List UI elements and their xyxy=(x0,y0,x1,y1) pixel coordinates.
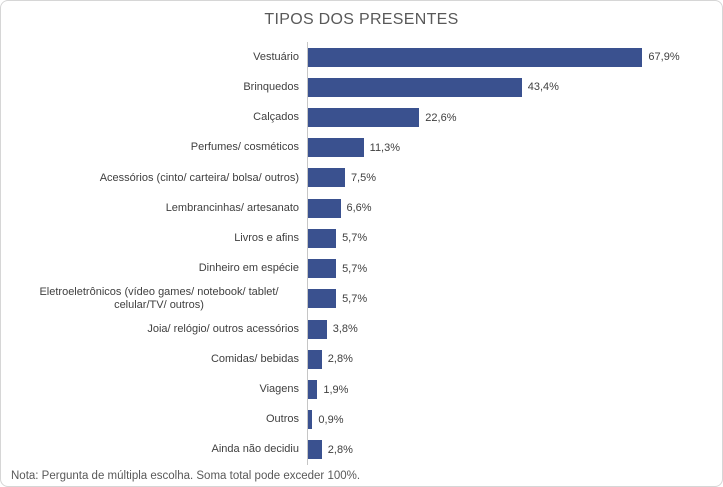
category-label-cell: Vestuário xyxy=(19,51,307,64)
value-label: 2,8% xyxy=(327,353,353,366)
bar xyxy=(308,77,522,97)
chart-row: Brinquedos 43,4% xyxy=(19,72,702,103)
category-label-cell: Eletroeletrônicos (vídeo games/ notebook… xyxy=(19,286,307,312)
bar xyxy=(308,440,322,460)
category-label: Outros xyxy=(265,413,299,426)
category-label: Comidas/ bebidas xyxy=(210,352,299,365)
plot-area: Vestuário 67,9% Brinquedos 43,4% Calçado… xyxy=(19,42,702,466)
chart-row: Vestuário 67,9% xyxy=(19,42,702,73)
bar-zone: 2,8% xyxy=(307,434,702,466)
bar-zone: 6,6% xyxy=(307,193,702,224)
category-label: Lembrancinhas/ artesanato xyxy=(165,201,299,214)
category-label-cell: Acessórios (cinto/ carteira/ bolsa/ outr… xyxy=(19,172,307,185)
chart-row: Livros e afins 5,7% xyxy=(19,223,702,254)
category-label: Eletroeletrônicos (vídeo games/ notebook… xyxy=(39,285,279,311)
category-label: Acessórios (cinto/ carteira/ bolsa/ outr… xyxy=(99,171,299,184)
bar xyxy=(308,289,337,309)
bar xyxy=(308,108,420,128)
value-label: 0,9% xyxy=(318,413,344,426)
chart-row: Joia/ relógio/ outros acessórios 3,8% xyxy=(19,313,702,345)
chart-row: Comidas/ bebidas 2,8% xyxy=(19,344,702,375)
chart-row: Dinheiro em espécie 5,7% xyxy=(19,253,702,284)
bar xyxy=(308,198,341,218)
value-label: 3,8% xyxy=(332,323,358,336)
chart-row: Eletroeletrônicos (vídeo games/ notebook… xyxy=(19,283,702,314)
chart-row: Acessórios (cinto/ carteira/ bolsa/ outr… xyxy=(19,162,702,194)
footnote: Nota: Pergunta de múltipla escolha. Soma… xyxy=(11,470,361,482)
category-label-cell: Perfumes/ cosméticos xyxy=(19,141,307,154)
chart-row: Outros 0,9% xyxy=(19,404,702,435)
bar-zone: 2,8% xyxy=(307,344,702,375)
chart-row: Calçados 22,6% xyxy=(19,102,702,133)
category-label-cell: Viagens xyxy=(19,383,307,396)
value-label: 22,6% xyxy=(425,111,457,124)
bar-zone: 11,3% xyxy=(307,132,702,163)
value-label: 43,4% xyxy=(527,81,559,94)
value-label: 5,7% xyxy=(342,262,368,275)
category-label: Viagens xyxy=(259,383,299,396)
category-label-cell: Comidas/ bebidas xyxy=(19,353,307,366)
category-label-cell: Outros xyxy=(19,413,307,426)
bar xyxy=(308,349,322,369)
category-label-cell: Dinheiro em espécie xyxy=(19,262,307,275)
chart-row: Ainda não decidiu 2,8% xyxy=(19,434,702,466)
value-label: 1,9% xyxy=(323,383,349,396)
bar xyxy=(308,138,364,158)
value-label: 11,3% xyxy=(369,141,401,154)
bar xyxy=(308,228,337,248)
category-label: Vestuário xyxy=(253,50,299,63)
bar-zone: 43,4% xyxy=(307,72,702,103)
bar-zone: 5,7% xyxy=(307,253,702,284)
bar-zone: 5,7% xyxy=(307,223,702,254)
value-label: 6,6% xyxy=(346,202,372,215)
category-label-cell: Livros e afins xyxy=(19,232,307,245)
value-label: 67,9% xyxy=(648,51,680,64)
category-label: Livros e afins xyxy=(234,231,299,244)
chart-row: Viagens 1,9% xyxy=(19,374,702,405)
category-label: Brinquedos xyxy=(243,80,299,93)
value-label: 5,7% xyxy=(342,292,368,305)
category-label: Perfumes/ cosméticos xyxy=(190,141,299,154)
bar-zone: 1,9% xyxy=(307,374,702,405)
bar xyxy=(308,168,345,188)
bar xyxy=(308,259,337,279)
category-label: Joia/ relógio/ outros acessórios xyxy=(147,322,299,335)
bar-zone: 3,8% xyxy=(307,313,702,345)
bar xyxy=(308,380,318,400)
bar xyxy=(308,410,313,430)
bar-zone: 22,6% xyxy=(307,102,702,133)
category-label-cell: Lembrancinhas/ artesanato xyxy=(19,202,307,215)
value-label: 5,7% xyxy=(342,232,368,245)
category-label-cell: Ainda não decidiu xyxy=(19,443,307,456)
category-label-cell: Joia/ relógio/ outros acessórios xyxy=(19,323,307,336)
bar xyxy=(308,319,327,339)
category-label-cell: Brinquedos xyxy=(19,81,307,94)
bar-zone: 7,5% xyxy=(307,162,702,194)
bar-zone: 0,9% xyxy=(307,404,702,435)
bar-zone: 67,9% xyxy=(307,42,702,73)
value-label: 2,8% xyxy=(327,443,353,456)
bar-zone: 5,7% xyxy=(307,283,702,314)
bar xyxy=(308,47,643,67)
category-label-cell: Calçados xyxy=(19,111,307,124)
chart-row: Lembrancinhas/ artesanato 6,6% xyxy=(19,193,702,224)
value-label: 7,5% xyxy=(350,171,377,184)
chart-title: TIPOS DOS PRESENTES xyxy=(264,11,459,28)
category-label: Ainda não decidiu xyxy=(211,443,299,456)
category-label: Calçados xyxy=(253,111,299,124)
category-label: Dinheiro em espécie xyxy=(198,262,299,275)
chart-row: Perfumes/ cosméticos 11,3% xyxy=(19,132,702,163)
